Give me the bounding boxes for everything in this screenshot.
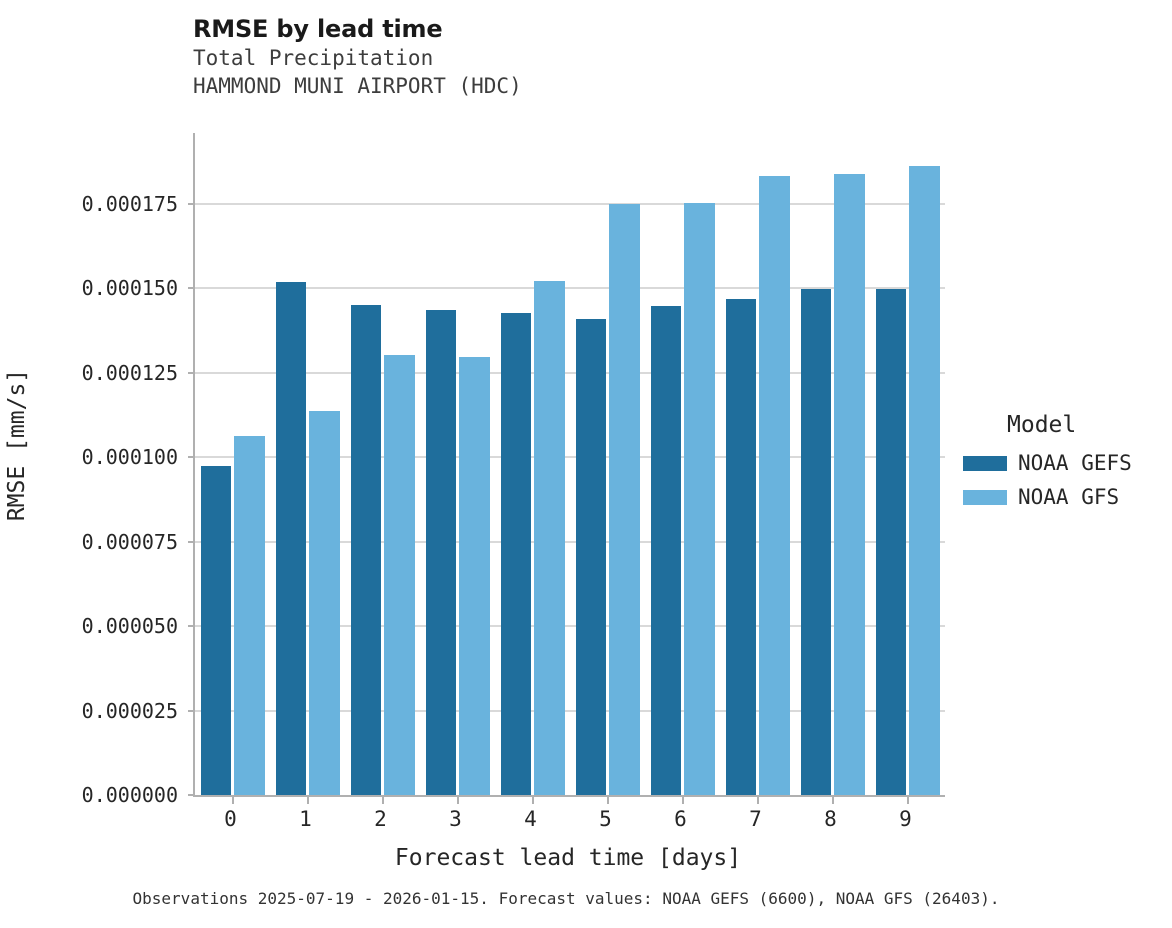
bar-noaa-gfs-day-7[interactable] [759, 176, 790, 795]
y-axis-title: RMSE [mm/s] [4, 368, 30, 522]
legend-swatch-icon [963, 489, 1007, 505]
y-axis-tick-label: 0.000100 [81, 445, 178, 470]
y-axis-tick-label: 0.000175 [81, 191, 178, 216]
gridline [195, 540, 945, 543]
gridline [195, 709, 945, 712]
y-axis-tick-label: 0.000025 [81, 698, 178, 723]
x-axis-tick-label: 7 [749, 807, 762, 831]
x-axis-tick-marks [195, 797, 945, 804]
bar-group [575, 133, 640, 795]
x-axis-tick-label: 3 [449, 807, 462, 831]
y-axis-tick-label: 0.000000 [81, 783, 178, 807]
bar-noaa-gfs-day-6[interactable] [684, 202, 715, 795]
legend-item-label: NOAA GFS [1018, 485, 1120, 509]
x-axis-tick-mark [456, 797, 459, 804]
bar-noaa-gefs-day-3[interactable] [425, 310, 456, 795]
bar-noaa-gfs-day-3[interactable] [459, 356, 490, 795]
bar-noaa-gfs-day-8[interactable] [834, 174, 865, 795]
y-axis-tick-labels: 0.000000 0.000025 0.000050 0.000075 0.000100… [0, 133, 178, 805]
gridline [195, 456, 945, 459]
x-axis-tick-label: 5 [599, 807, 612, 831]
bar-group [350, 133, 415, 795]
legend-rows: NOAA GEFS NOAA GFS [963, 448, 1168, 512]
bar-noaa-gfs-day-4[interactable] [534, 281, 565, 795]
bar-noaa-gfs-day-5[interactable] [609, 203, 640, 795]
bar-noaa-gefs-day-6[interactable] [650, 306, 681, 795]
x-axis-tick-mark [906, 797, 909, 804]
x-axis-tick-label: 0 [224, 807, 237, 831]
legend-swatch-icon [963, 455, 1007, 471]
legend-item-noaa-gefs[interactable]: NOAA GEFS [963, 448, 1168, 478]
x-axis-title: Forecast lead time [days] [394, 845, 742, 871]
bar-noaa-gefs-day-2[interactable] [350, 305, 381, 795]
footer-note: Observations 2025-07-19 - 2026-01-15. Fo… [132, 889, 1000, 908]
x-axis-tick-label: 2 [374, 807, 387, 831]
page-title: RMSE by lead time [193, 15, 443, 43]
plot-area [188, 133, 945, 804]
legend: Model NOAA GEFS NOAA GFS [963, 410, 1168, 516]
y-axis-tick-mark [188, 540, 195, 543]
x-axis-tick-mark [756, 797, 759, 804]
legend-item-label: NOAA GEFS [1018, 451, 1132, 475]
bar-group [500, 133, 565, 795]
x-axis-tick-label: 9 [899, 807, 912, 831]
bar-noaa-gfs-day-9[interactable] [909, 166, 940, 795]
y-axis-tick-label: 0.000125 [81, 360, 178, 385]
y-axis-tick-mark [188, 202, 195, 205]
gridline [195, 371, 945, 374]
x-axis-tick-mark [681, 797, 684, 804]
bar-group [425, 133, 490, 795]
x-axis-tick-mark [306, 797, 309, 804]
bar-group [875, 133, 940, 795]
legend-item-noaa-gfs[interactable]: NOAA GFS [963, 482, 1168, 512]
bar-noaa-gfs-day-1[interactable] [309, 410, 340, 795]
x-axis-tick-label: 6 [674, 807, 687, 831]
bar-noaa-gefs-day-7[interactable] [725, 299, 756, 795]
bar-group [200, 133, 265, 795]
gridline [195, 202, 945, 205]
y-axis-tick-mark [188, 287, 195, 290]
x-axis-tick-label: 4 [524, 807, 537, 831]
y-axis-tick-mark [188, 456, 195, 459]
x-axis-tick-labels: 0 1 2 3 4 5 6 7 8 9 [193, 806, 943, 836]
y-axis-tick-mark [188, 371, 195, 374]
bar-noaa-gefs-day-1[interactable] [275, 282, 306, 795]
y-axis-tick-label: 0.000050 [81, 614, 178, 639]
bar-noaa-gefs-day-4[interactable] [500, 313, 531, 795]
bar-noaa-gefs-day-5[interactable] [575, 319, 606, 795]
bar-noaa-gefs-day-0[interactable] [200, 466, 231, 795]
legend-title: Model [1007, 412, 1077, 438]
bar-noaa-gfs-day-2[interactable] [384, 354, 415, 795]
bar-noaa-gefs-day-8[interactable] [800, 289, 831, 795]
chart-header: RMSE by lead time Total Precipitation HA… [193, 14, 953, 100]
y-axis-tick-label: 0.000150 [81, 276, 178, 301]
y-axis-tick-label: 0.000075 [81, 529, 178, 554]
x-axis-tick-mark [831, 797, 834, 804]
chart-subtitle: Total Precipitation [193, 46, 434, 70]
chart-subtitle-station: HAMMOND MUNI AIRPORT (HDC) [193, 74, 522, 98]
x-axis-tick-label: 8 [824, 807, 837, 831]
bar-group [725, 133, 790, 795]
bars-layer [195, 133, 945, 795]
bar-group [650, 133, 715, 795]
x-axis-tick-mark [231, 797, 234, 804]
bar-noaa-gefs-day-9[interactable] [875, 289, 906, 795]
y-axis-tick-mark [188, 709, 195, 712]
bar-noaa-gfs-day-0[interactable] [234, 436, 265, 795]
gridline [195, 287, 945, 290]
gridline [195, 625, 945, 628]
x-axis-tick-mark [606, 797, 609, 804]
x-axis-tick-label: 1 [299, 807, 312, 831]
x-axis-tick-mark [531, 797, 534, 804]
x-axis-tick-mark [381, 797, 384, 804]
y-axis-tick-mark [188, 625, 195, 628]
bar-group [275, 133, 340, 795]
bar-group [800, 133, 865, 795]
y-axis-tick-mark [188, 794, 195, 796]
